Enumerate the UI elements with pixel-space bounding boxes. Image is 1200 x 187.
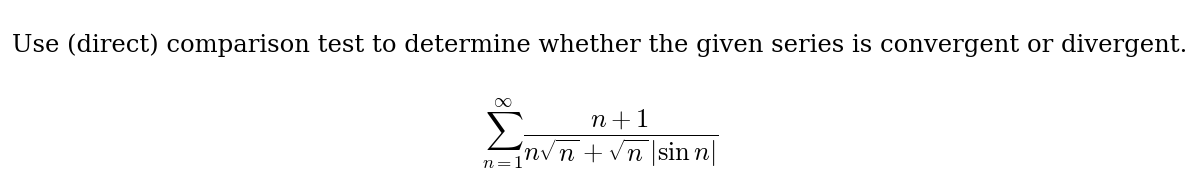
Text: Use (direct) comparison test to determine whether the given series is convergent: Use (direct) comparison test to determin…: [12, 34, 1188, 57]
Text: $\sum_{n=1}^{\infty} \dfrac{n+1}{n\sqrt{n}+\sqrt{n}\,|\sin n|}$: $\sum_{n=1}^{\infty} \dfrac{n+1}{n\sqrt{…: [481, 97, 719, 172]
